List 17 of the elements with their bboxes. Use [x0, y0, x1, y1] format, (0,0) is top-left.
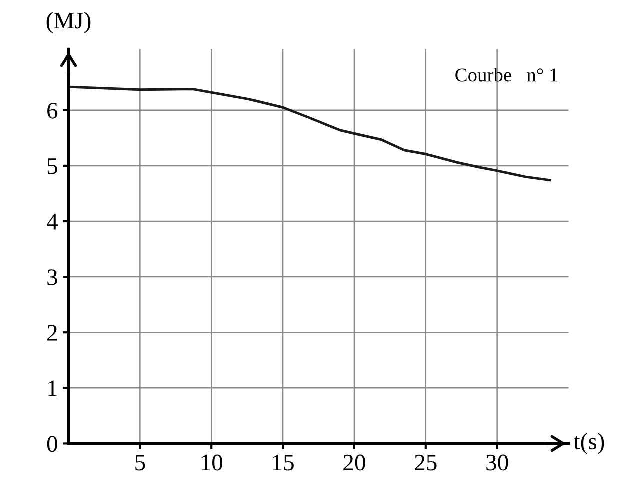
y-tick-label: 1 — [48, 380, 57, 396]
x-tick-label: 20 — [344, 454, 366, 471]
x-tick-label: 30 — [486, 454, 508, 471]
x-axis-title: t(s) — [574, 432, 604, 454]
y-tick-label: 5 — [48, 158, 58, 174]
x-tick-label: 10 — [202, 454, 223, 471]
y-axis-title: (MJ) — [46, 12, 91, 34]
y-tick-label: 4 — [46, 214, 58, 230]
line-series — [68, 86, 552, 182]
y-tick-label: 6 — [48, 102, 58, 119]
y-tick-label: 3 — [48, 270, 58, 286]
y-tick-label: 2 — [48, 325, 58, 341]
x-tick-label: 15 — [273, 454, 294, 471]
annotation: Courbe n° 1 — [456, 68, 558, 82]
y-tick-label: 0 — [47, 436, 58, 452]
x-tick-label: 5 — [136, 455, 146, 471]
x-tick-label: 25 — [415, 454, 437, 471]
